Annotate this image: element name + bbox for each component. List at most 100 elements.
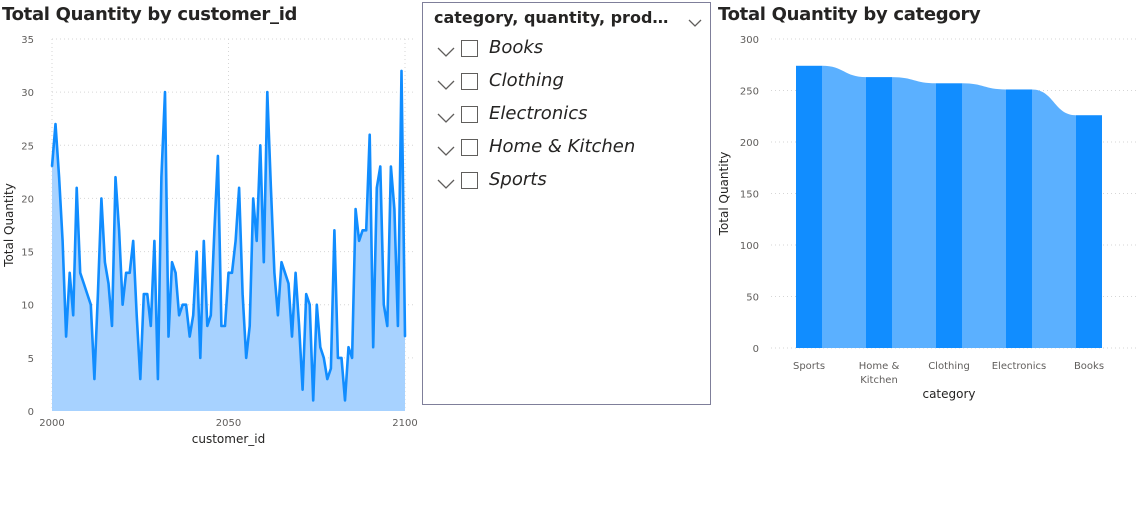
data-point bbox=[382, 303, 385, 306]
y-tick-label: 250 bbox=[740, 87, 759, 98]
data-point bbox=[202, 240, 205, 242]
data-point bbox=[142, 293, 145, 295]
data-point bbox=[199, 357, 202, 359]
slicer-item-label: Home & Kitchen bbox=[489, 136, 636, 157]
data-point bbox=[301, 388, 304, 391]
data-point bbox=[89, 303, 92, 306]
data-point bbox=[252, 197, 255, 200]
data-point bbox=[65, 335, 67, 338]
expand-chevron-icon[interactable] bbox=[437, 175, 455, 189]
data-point bbox=[368, 133, 371, 136]
y-tick-label: 150 bbox=[740, 190, 759, 201]
data-point bbox=[386, 325, 389, 327]
data-point bbox=[139, 378, 142, 380]
expand-chevron-icon[interactable] bbox=[437, 76, 455, 90]
data-point bbox=[344, 399, 346, 402]
checkbox[interactable] bbox=[461, 172, 478, 189]
data-point bbox=[111, 325, 113, 327]
y-tick-label: 200 bbox=[740, 138, 759, 149]
ribbon-chart-visual[interactable]: Total Quantity by category 0 50 100 150 200 2… bbox=[716, 0, 1145, 420]
data-point bbox=[157, 378, 159, 380]
data-point bbox=[58, 176, 60, 179]
y-tick-label: 25 bbox=[21, 141, 34, 152]
data-point bbox=[379, 165, 382, 168]
data-point bbox=[82, 282, 85, 285]
data-point bbox=[337, 357, 339, 359]
chevron-down-icon[interactable] bbox=[688, 13, 702, 27]
data-point bbox=[100, 197, 103, 200]
data-point bbox=[72, 314, 75, 317]
chart-title: Total Quantity by category bbox=[718, 4, 981, 25]
bar bbox=[866, 77, 892, 349]
data-point bbox=[135, 314, 138, 317]
x-tick-label: Clothing bbox=[928, 361, 970, 372]
slicer-item[interactable]: Sports bbox=[435, 169, 705, 197]
y-tick-label: 10 bbox=[21, 301, 34, 312]
data-point bbox=[298, 325, 300, 327]
expand-chevron-icon[interactable] bbox=[437, 43, 455, 57]
slicer-item[interactable]: Books bbox=[435, 37, 705, 65]
ribbon-bar-chart[interactable]: 0 50 100 150 200 250 300 Sports Home & Kitchen Clo… bbox=[716, 0, 1145, 420]
checkbox[interactable] bbox=[461, 40, 478, 57]
data-point bbox=[365, 229, 368, 232]
y-tick-label: 50 bbox=[746, 293, 759, 304]
slicer-item[interactable]: Electronics bbox=[435, 103, 705, 131]
slicer-item[interactable]: Clothing bbox=[435, 70, 705, 98]
y-tick-label: 30 bbox=[21, 88, 34, 99]
data-point bbox=[220, 325, 223, 327]
line-chart-visual[interactable]: Total Quantity by customer_id 0 5 10 15 20 25… bbox=[0, 0, 420, 460]
y-tick-label: 15 bbox=[21, 248, 34, 259]
slicer-item[interactable]: Home & Kitchen bbox=[435, 136, 705, 164]
data-point bbox=[255, 240, 258, 242]
data-point bbox=[262, 261, 265, 264]
data-point bbox=[195, 250, 198, 253]
data-point bbox=[287, 282, 290, 285]
data-point bbox=[393, 208, 396, 211]
data-point bbox=[284, 271, 286, 274]
data-point bbox=[375, 186, 378, 189]
category-slicer[interactable]: category, quantity, product... Books Clot… bbox=[422, 2, 711, 405]
data-point bbox=[227, 271, 230, 274]
x-tick-label: Sports bbox=[793, 361, 825, 372]
data-point bbox=[234, 240, 237, 242]
y-tick-label: 35 bbox=[21, 35, 34, 46]
x-tick-label: Electronics bbox=[992, 361, 1047, 372]
line-area-chart[interactable]: 0 5 10 15 20 25 30 35 2000 2050 2100 customer_id Tot… bbox=[0, 0, 420, 460]
x-axis-title: customer_id bbox=[192, 432, 265, 446]
bar bbox=[936, 83, 962, 348]
slicer-item-label: Electronics bbox=[489, 103, 588, 124]
data-point bbox=[358, 240, 360, 242]
slicer-item-label: Clothing bbox=[489, 70, 564, 91]
x-tick-label: 2050 bbox=[216, 418, 241, 429]
checkbox[interactable] bbox=[461, 139, 478, 156]
y-axis-title: Total Quantity bbox=[2, 183, 16, 268]
data-point bbox=[121, 303, 124, 306]
data-point bbox=[107, 282, 110, 285]
data-point bbox=[330, 367, 332, 370]
bar bbox=[796, 65, 822, 348]
expand-chevron-icon[interactable] bbox=[437, 109, 455, 123]
ribbon bbox=[962, 83, 1006, 348]
data-point bbox=[238, 186, 241, 189]
data-point bbox=[93, 378, 96, 380]
expand-chevron-icon[interactable] bbox=[437, 142, 455, 156]
data-point bbox=[404, 335, 406, 338]
data-point bbox=[231, 271, 233, 274]
checkbox[interactable] bbox=[461, 73, 478, 90]
data-point bbox=[146, 293, 149, 295]
data-point bbox=[118, 229, 120, 232]
bar bbox=[1006, 89, 1032, 348]
data-point bbox=[347, 346, 350, 349]
data-point bbox=[79, 271, 82, 274]
y-axis-title: Total Quantity bbox=[717, 152, 731, 237]
data-point bbox=[308, 303, 311, 306]
checkbox[interactable] bbox=[461, 106, 478, 123]
data-point bbox=[185, 303, 188, 306]
data-point bbox=[224, 325, 226, 327]
data-point bbox=[86, 293, 89, 295]
data-point bbox=[97, 293, 99, 295]
data-point bbox=[333, 229, 336, 232]
data-point bbox=[400, 70, 403, 72]
data-point bbox=[104, 261, 106, 264]
y-tick-label: 100 bbox=[740, 241, 759, 252]
